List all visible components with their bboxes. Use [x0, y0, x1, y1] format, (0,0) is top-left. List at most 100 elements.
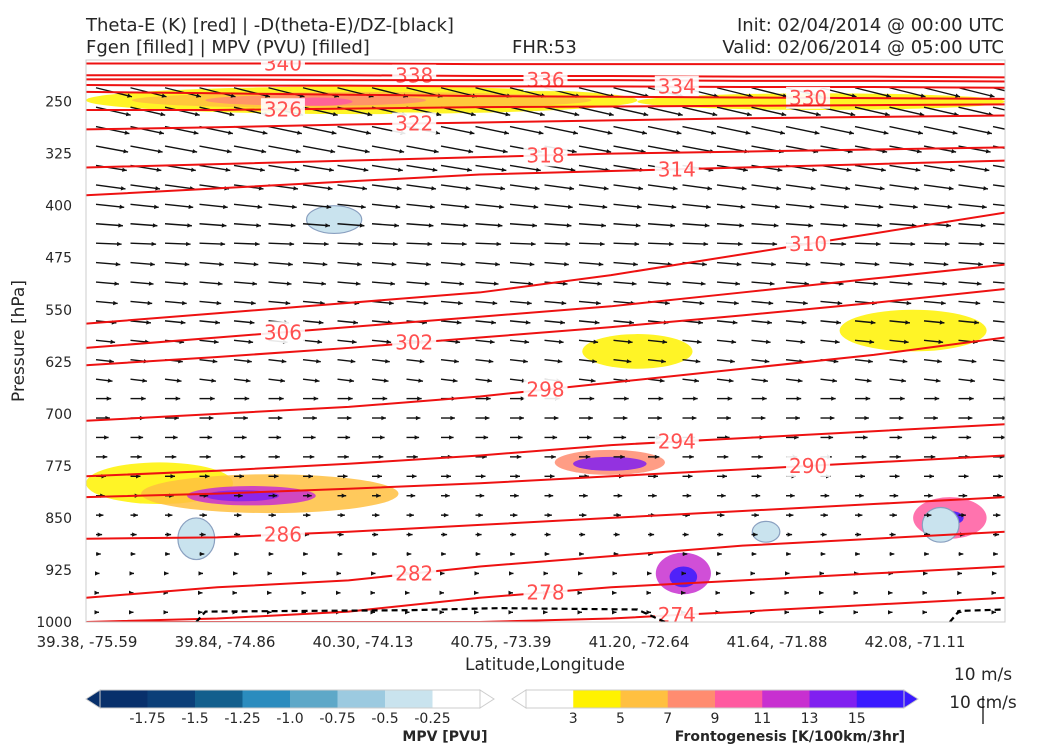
wind-arrow-head — [969, 396, 974, 401]
wind-arrow — [130, 106, 166, 116]
wind-arrow-head — [217, 281, 223, 286]
colorbar-tick-label: -0.25 — [414, 711, 450, 727]
contour-label: 322 — [395, 111, 433, 135]
wind-arrow-head — [629, 320, 634, 325]
wind-arrow-head — [382, 396, 388, 401]
wind-arrow — [889, 164, 921, 172]
wind-arrow-head — [919, 112, 925, 117]
wind-arrow-head — [418, 378, 423, 383]
wind-arrow-head — [589, 396, 595, 401]
wind-arrow — [95, 184, 126, 190]
wind-arrow-head — [295, 149, 301, 154]
colorbar-swatch — [432, 690, 481, 708]
wind-arrow-head — [569, 186, 574, 191]
wind-arrow — [716, 106, 752, 116]
x-tick-label: 42.08, -71.11 — [865, 633, 966, 651]
wind-arrow-head — [378, 454, 384, 460]
wind-arrow-head — [898, 415, 904, 421]
wind-arrow-head — [672, 186, 678, 191]
wind-arrow-head — [480, 474, 486, 479]
wind-arrow-head — [850, 112, 856, 117]
wind-arrow-head — [574, 112, 580, 117]
wind-arrow-head — [395, 204, 401, 210]
wind-arrow-head — [429, 204, 435, 210]
wind-arrow — [509, 125, 544, 135]
wind-arrow-head — [980, 223, 986, 228]
wind-arrow-head — [342, 474, 348, 479]
contour-label: 306 — [264, 320, 302, 344]
mpv-region — [305, 205, 363, 235]
wind-arrow-head — [502, 149, 508, 154]
wind-arrow-head — [433, 149, 439, 154]
zero-contour — [195, 607, 1005, 622]
wind-arrow-head — [290, 223, 296, 228]
wind-arrow-head — [321, 281, 326, 286]
colorbar-tick-label: 13 — [801, 711, 819, 727]
colorbar-arrow — [903, 689, 919, 709]
wind-arrow-head — [795, 415, 800, 421]
wind-arrow-head — [213, 339, 219, 345]
wind-arrow-head — [348, 396, 353, 401]
wind-arrow-head — [370, 590, 375, 596]
wind-arrow-head — [608, 112, 614, 117]
theta-e-contour — [86, 211, 1005, 325]
wind-arrow — [923, 87, 961, 98]
wind-arrow-head — [464, 204, 470, 210]
wind-arrow — [164, 203, 194, 209]
contour-label: 336 — [526, 68, 564, 92]
colorbar-swatch — [667, 690, 716, 708]
wind-arrow-head — [102, 454, 108, 460]
wind-arrow — [337, 145, 370, 153]
colorbar-swatch — [100, 690, 148, 708]
wind-arrow-head — [260, 167, 265, 172]
wind-arrow — [992, 164, 1005, 169]
wind-arrow — [371, 145, 405, 153]
wind-arrow-head — [212, 359, 218, 364]
colorbar-tick-label: -1.25 — [224, 711, 260, 727]
wind-arrow-head — [194, 112, 200, 117]
wind-arrow-head — [843, 204, 849, 210]
wind-arrow-head — [860, 474, 865, 479]
contour-label-bg — [523, 581, 568, 604]
wind-arrow-head — [849, 130, 854, 135]
wind-arrow-head — [617, 493, 623, 498]
wind-arrow-head — [135, 474, 141, 479]
wind-arrow-head — [276, 435, 282, 440]
wind-arrow-head — [689, 454, 694, 460]
wind-arrow-head — [796, 396, 802, 401]
wind-arrow-head — [851, 93, 857, 98]
wind-arrow-head — [731, 339, 737, 345]
wind-arrow — [682, 203, 711, 209]
wind-arrow-head — [912, 204, 918, 210]
wind-arrow-head — [311, 435, 316, 440]
wind-arrow-head — [760, 415, 766, 421]
wind-arrow — [613, 106, 649, 116]
wind-arrow-head — [797, 378, 803, 383]
wind-arrow-head — [567, 204, 573, 210]
wind-arrow — [199, 106, 235, 116]
wind-arrow-head — [920, 93, 926, 98]
wind-arrow-head — [833, 359, 839, 364]
wind-arrow-head — [916, 149, 922, 154]
wind-arrow-head — [519, 415, 524, 421]
y-tick-label: 700 — [45, 407, 72, 423]
wind-arrow-head — [232, 571, 238, 576]
wind-arrow-head — [152, 223, 158, 228]
wind-arrow-head — [468, 149, 474, 154]
wind-arrow — [647, 106, 683, 116]
colorbar-arrow — [479, 689, 495, 709]
colorbar-tick-label: 11 — [753, 711, 771, 727]
wind-arrow-head — [450, 415, 455, 421]
wind-arrow-head — [508, 610, 513, 615]
colorbar-tick-label: 15 — [848, 711, 866, 727]
wind-arrow-head — [230, 93, 236, 98]
wind-arrow-head — [884, 112, 890, 117]
wind-arrow-head — [327, 186, 333, 191]
wind-arrow-head — [681, 571, 686, 576]
wind-arrow — [785, 184, 816, 190]
wind-arrow-head — [743, 167, 748, 172]
wind-arrow-head — [148, 281, 154, 286]
wind-arrow-head — [607, 130, 613, 135]
contour-label: 298 — [526, 378, 564, 402]
wind-arrow-head — [301, 590, 306, 596]
